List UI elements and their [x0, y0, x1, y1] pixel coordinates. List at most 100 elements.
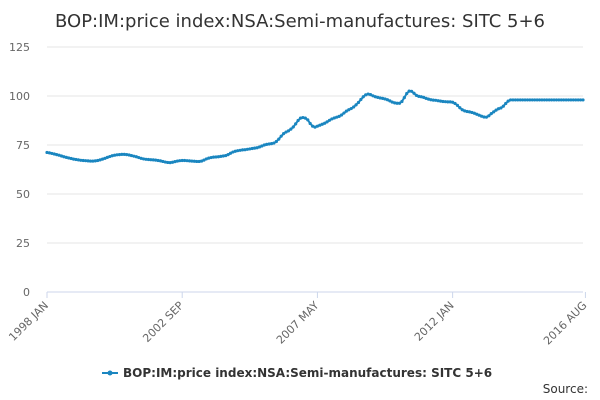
- data-point[interactable]: [489, 112, 493, 116]
- data-point[interactable]: [84, 159, 88, 163]
- data-point[interactable]: [93, 159, 97, 163]
- data-point[interactable]: [185, 159, 189, 163]
- data-point[interactable]: [381, 96, 385, 100]
- data-point[interactable]: [342, 111, 346, 115]
- data-point[interactable]: [407, 89, 411, 93]
- data-point[interactable]: [197, 159, 201, 164]
- data-point[interactable]: [327, 118, 332, 122]
- data-point[interactable]: [424, 96, 428, 100]
- data-point[interactable]: [453, 101, 457, 106]
- data-point[interactable]: [571, 98, 575, 102]
- data-point[interactable]: [501, 104, 505, 108]
- data-point[interactable]: [506, 99, 510, 103]
- data-point[interactable]: [267, 142, 271, 146]
- data-point[interactable]: [50, 151, 54, 156]
- data-point[interactable]: [455, 103, 460, 108]
- data-point[interactable]: [248, 147, 252, 151]
- data-point[interactable]: [422, 95, 426, 99]
- data-point[interactable]: [175, 159, 179, 163]
- data-point[interactable]: [110, 154, 114, 158]
- data-point[interactable]: [286, 129, 291, 133]
- data-point[interactable]: [354, 103, 358, 107]
- data-point[interactable]: [146, 157, 151, 162]
- data-point[interactable]: [566, 98, 571, 102]
- data-point[interactable]: [467, 110, 472, 114]
- data-point[interactable]: [499, 106, 503, 110]
- data-point[interactable]: [523, 98, 527, 102]
- data-point[interactable]: [224, 153, 228, 158]
- data-point[interactable]: [388, 99, 392, 103]
- data-point[interactable]: [552, 98, 556, 102]
- data-point[interactable]: [426, 97, 431, 101]
- data-point[interactable]: [535, 98, 539, 102]
- data-point[interactable]: [240, 148, 245, 152]
- data-point[interactable]: [91, 159, 95, 163]
- data-point[interactable]: [291, 125, 295, 129]
- data-point[interactable]: [301, 115, 305, 120]
- data-point[interactable]: [400, 99, 404, 104]
- data-point[interactable]: [69, 156, 73, 161]
- data-point[interactable]: [323, 121, 327, 125]
- data-point[interactable]: [190, 159, 194, 163]
- data-point[interactable]: [451, 100, 455, 104]
- data-point[interactable]: [199, 159, 204, 163]
- data-point[interactable]: [282, 132, 286, 136]
- data-point[interactable]: [479, 114, 484, 118]
- data-point[interactable]: [504, 101, 508, 106]
- data-point[interactable]: [344, 109, 348, 113]
- data-point[interactable]: [390, 100, 394, 104]
- data-point[interactable]: [120, 152, 124, 157]
- data-point[interactable]: [238, 148, 242, 152]
- data-point[interactable]: [405, 91, 409, 96]
- data-point[interactable]: [533, 98, 537, 102]
- data-point[interactable]: [487, 114, 491, 118]
- data-point[interactable]: [163, 160, 167, 164]
- data-point[interactable]: [255, 146, 259, 150]
- data-point[interactable]: [419, 95, 423, 99]
- data-point[interactable]: [233, 149, 237, 153]
- data-point[interactable]: [113, 153, 117, 157]
- data-point[interactable]: [446, 100, 450, 104]
- data-point[interactable]: [289, 127, 293, 131]
- data-point[interactable]: [518, 98, 522, 102]
- data-point[interactable]: [508, 98, 513, 102]
- data-point[interactable]: [209, 155, 213, 160]
- data-point[interactable]: [378, 96, 382, 100]
- data-point[interactable]: [298, 116, 303, 120]
- data-point[interactable]: [274, 139, 278, 144]
- data-point[interactable]: [262, 143, 266, 147]
- data-point[interactable]: [76, 158, 80, 162]
- data-point[interactable]: [356, 100, 361, 105]
- data-point[interactable]: [64, 155, 68, 159]
- data-point[interactable]: [308, 121, 312, 126]
- data-point[interactable]: [168, 161, 172, 165]
- data-point[interactable]: [45, 150, 49, 155]
- data-point[interactable]: [373, 95, 377, 99]
- data-point[interactable]: [279, 134, 283, 138]
- data-point[interactable]: [434, 98, 438, 102]
- data-point[interactable]: [226, 153, 230, 157]
- data-point[interactable]: [383, 97, 387, 101]
- data-point[interactable]: [393, 101, 397, 105]
- data-point[interactable]: [448, 100, 452, 104]
- legend-label[interactable]: BOP:IM:price index:NSA:Semi-manufactures…: [123, 366, 492, 380]
- data-point[interactable]: [537, 98, 542, 102]
- data-point[interactable]: [429, 98, 433, 102]
- data-point[interactable]: [173, 160, 177, 164]
- data-point[interactable]: [228, 151, 233, 155]
- data-point[interactable]: [117, 153, 122, 157]
- data-point[interactable]: [265, 142, 269, 147]
- data-point[interactable]: [325, 120, 329, 124]
- data-point[interactable]: [221, 154, 225, 158]
- data-point[interactable]: [470, 110, 474, 115]
- data-point[interactable]: [525, 98, 530, 102]
- data-point[interactable]: [472, 111, 476, 115]
- data-point[interactable]: [550, 98, 554, 102]
- data-point[interactable]: [284, 130, 288, 134]
- data-point[interactable]: [569, 98, 573, 102]
- data-point[interactable]: [219, 154, 223, 158]
- data-point[interactable]: [349, 106, 353, 111]
- data-point[interactable]: [557, 98, 561, 102]
- data-point[interactable]: [330, 117, 334, 121]
- data-point[interactable]: [339, 113, 344, 117]
